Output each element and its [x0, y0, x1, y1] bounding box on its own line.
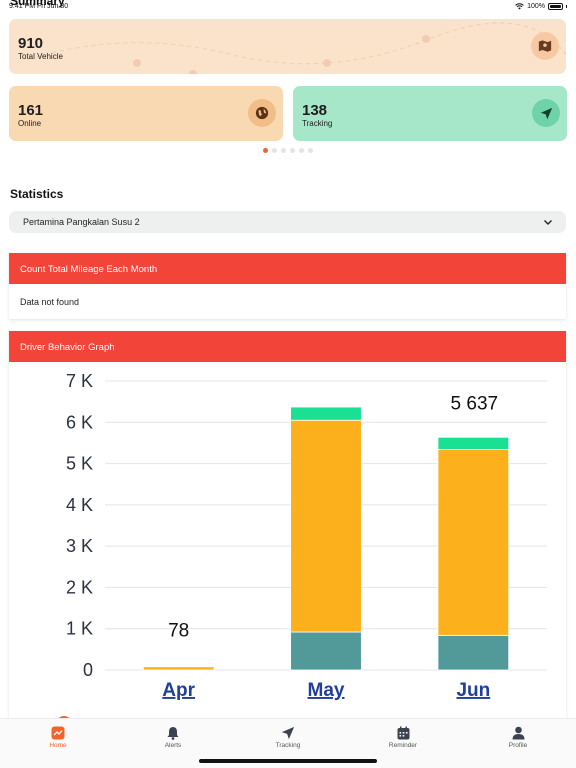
status-bar: 9:41 PM Fri Jun 30 100%: [0, 0, 576, 14]
mileage-panel-header: Count Total Mileage Each Month: [9, 253, 566, 284]
pager-dot[interactable]: [308, 148, 313, 153]
mileage-panel-title: Count Total Mileage Each Month: [20, 264, 158, 275]
tab-profile[interactable]: Profile: [483, 726, 553, 749]
chevron-down-icon: [544, 220, 552, 225]
mileage-empty-text: Data not found: [20, 297, 80, 307]
tab-alerts[interactable]: Alerts: [138, 726, 208, 749]
send-icon: [281, 726, 295, 740]
data-label: 78: [168, 621, 189, 642]
tab-profile-label: Profile: [508, 742, 528, 749]
calendar-icon: [396, 726, 410, 740]
tab-home-label: Home: [49, 742, 67, 749]
map-icon: [531, 32, 559, 60]
online-value: 161: [18, 102, 44, 119]
globe-icon: [248, 99, 276, 127]
bell-icon: [166, 726, 180, 740]
y-tick-label: 1 K: [66, 619, 93, 639]
status-time: 9:41 PM Fri Jun 30: [9, 3, 69, 10]
total-vehicle-label: Total Vehicle: [18, 52, 63, 61]
online-label: Online: [18, 119, 42, 128]
bar-segment: [437, 436, 510, 450]
driver-behavior-chart: 0 1 K 2 K 3 K 4 K 5 K 6 K 7 K Apr 78 May Jun 5 637: [66, 371, 547, 701]
battery-tip: [566, 5, 567, 8]
tracking-value: 138: [302, 102, 328, 119]
driver-panel-title: Driver Behavior Graph: [20, 342, 115, 353]
x-tick-label: Apr: [162, 680, 195, 701]
mileage-panel: Count Total Mileage Each Month Data not …: [9, 253, 566, 319]
tab-tracking[interactable]: Tracking: [253, 726, 323, 749]
bar-segment: [290, 631, 362, 671]
home-chart-icon: [51, 726, 65, 740]
data-label: 5 637: [451, 393, 499, 414]
person-icon: [511, 726, 525, 740]
bar-segment: [437, 449, 510, 636]
wifi-icon: [515, 3, 524, 10]
tab-reminder[interactable]: Reminder: [368, 726, 438, 749]
online-card[interactable]: 161 Online: [9, 86, 283, 141]
x-tick-label: Jun: [456, 680, 490, 701]
location-select[interactable]: Pertamina Pangkalan Susu 2: [9, 211, 566, 233]
y-tick-label: 0: [83, 660, 93, 680]
driver-behavior-panel: Driver Behavior Graph 0 1 K 2 K 3 K 4 K 5 K 6 …: [9, 331, 566, 720]
y-tick-label: 6 K: [66, 412, 93, 432]
tab-tracking-label: Tracking: [275, 742, 301, 749]
pager-dot[interactable]: [263, 148, 268, 153]
total-vehicle-value: 910: [18, 35, 44, 52]
y-tick-label: 5 K: [66, 454, 93, 474]
tracking-label: Tracking: [302, 119, 333, 128]
bar-segment: [290, 406, 362, 421]
map-background: [28, 22, 566, 74]
y-tick-label: 4 K: [66, 495, 93, 515]
tab-alerts-label: Alerts: [164, 742, 182, 749]
pager-dot[interactable]: [290, 148, 295, 153]
y-tick-label: 3 K: [66, 536, 93, 556]
home-indicator: [199, 759, 377, 763]
bar-segment: [142, 666, 215, 671]
summary-title: Summary: [10, 0, 65, 8]
bar-segment: [290, 419, 362, 633]
total-vehicle-card[interactable]: 910 Total Vehicle: [9, 19, 566, 74]
battery-percent: 100%: [527, 3, 545, 10]
carousel-pager[interactable]: [263, 148, 313, 153]
pager-dot[interactable]: [299, 148, 304, 153]
tab-home[interactable]: Home: [23, 726, 93, 749]
send-icon: [532, 99, 560, 127]
statistics-title: Statistics: [10, 187, 64, 201]
location-select-value: Pertamina Pangkalan Susu 2: [23, 217, 140, 227]
tracking-card[interactable]: 138 Tracking: [293, 86, 567, 141]
driver-panel-header: Driver Behavior Graph: [9, 331, 566, 362]
status-indicators: 100%: [515, 3, 567, 10]
y-tick-label: 2 K: [66, 577, 93, 597]
y-tick-label: 7 K: [66, 371, 93, 391]
pager-dot[interactable]: [272, 148, 277, 153]
pager-dot[interactable]: [281, 148, 286, 153]
x-tick-label: May: [308, 680, 345, 701]
tab-reminder-label: Reminder: [388, 742, 418, 749]
bar-segment: [437, 634, 510, 671]
battery-icon: [548, 3, 563, 10]
